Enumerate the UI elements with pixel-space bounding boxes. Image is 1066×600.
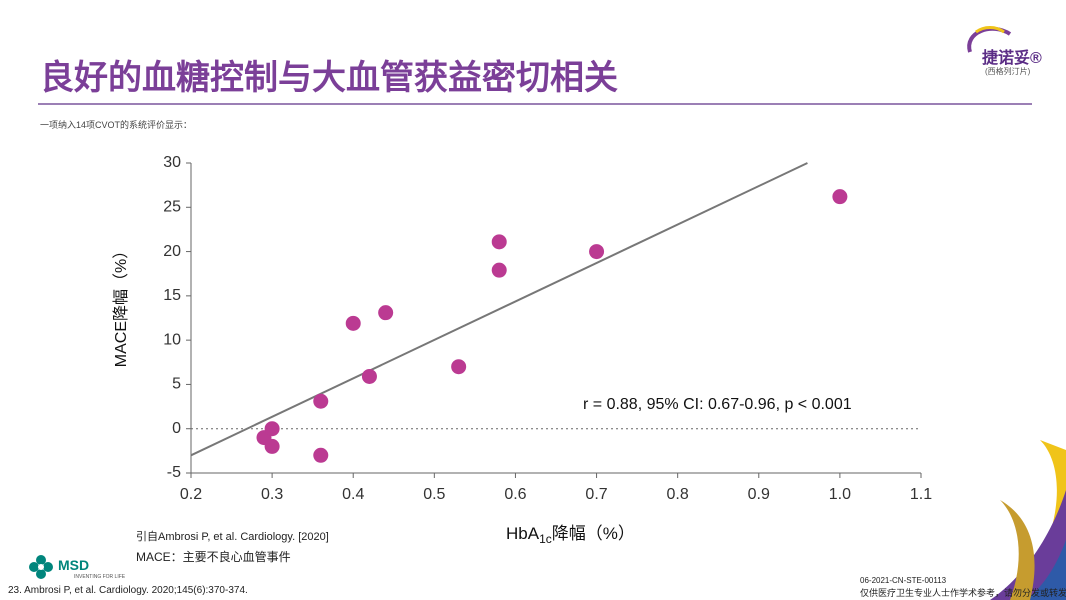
y-tick-label: 20 xyxy=(163,243,181,260)
x-tick-label: 1.0 xyxy=(829,486,851,503)
data-point xyxy=(491,262,507,278)
y-tick-label: 30 xyxy=(163,154,181,171)
source: 引自Ambrosi P, et al. Cardiology. [2020] xyxy=(136,531,329,543)
y-axis-label: MACE降幅（%） xyxy=(112,243,130,367)
y-tick-label: 15 xyxy=(163,287,181,304)
data-point xyxy=(313,393,329,409)
y-tick-label: 25 xyxy=(163,199,181,216)
data-point xyxy=(832,189,848,205)
x-label-sub: 1c xyxy=(539,532,552,546)
decoration xyxy=(990,440,1066,600)
reference: 23. Ambrosi P, et al. Cardiology. 2020;1… xyxy=(8,585,248,596)
x-tick-label: 0.9 xyxy=(748,486,770,503)
y-tick-label: 10 xyxy=(163,331,181,348)
msd-logo xyxy=(29,555,53,579)
data-point xyxy=(589,244,605,260)
tagline: INVENTING FOR LIFE xyxy=(74,574,126,580)
data-point xyxy=(491,234,507,250)
y-tick-label: 0 xyxy=(172,420,181,437)
annotation: r = 0.88, 95% CI: 0.67-0.96, p < 0.001 xyxy=(583,396,852,413)
brand: 捷诺妥® xyxy=(982,50,1042,67)
x-tick-label: 0.6 xyxy=(504,486,526,503)
doc-code: 06-2021-CN-STE-00113 xyxy=(860,576,947,585)
subtitle: 一项纳入14项CVOT的系统评价显示： xyxy=(40,120,193,130)
disclaimer: 仅供医疗卫生专业人士作学术参考，请勿分发或转发 xyxy=(860,588,1066,598)
data-point xyxy=(313,447,329,463)
data-point xyxy=(264,438,280,454)
y-tick-label: -5 xyxy=(167,464,181,481)
data-point xyxy=(378,305,394,321)
trend-line xyxy=(190,162,808,457)
x-label-main: HbA xyxy=(506,524,540,543)
x-tick-label: 0.2 xyxy=(180,486,202,503)
data-point xyxy=(345,315,361,331)
title: 良好的血糖控制与大血管获益密切相关 xyxy=(40,59,618,97)
x-tick-label: 1.1 xyxy=(910,486,932,503)
company: MSD xyxy=(58,557,90,573)
x-axis-label: HbA1c降幅（%） xyxy=(506,524,635,546)
data-point xyxy=(451,359,467,375)
y-tick-label: 5 xyxy=(172,376,181,393)
abbrev-note: MACE：主要不良心血管事件 xyxy=(136,550,291,564)
divider xyxy=(38,103,1032,105)
data-point xyxy=(264,421,280,437)
x-tick-label: 0.7 xyxy=(585,486,607,503)
x-tick-label: 0.4 xyxy=(342,486,364,503)
brand-swoosh xyxy=(967,26,1012,53)
x-tick-label: 0.3 xyxy=(261,486,283,503)
x-tick-label: 0.8 xyxy=(667,486,689,503)
x-label-suffix: 降幅（%） xyxy=(552,524,635,543)
x-tick-label: 0.5 xyxy=(423,486,445,503)
brand-sub: (西格列汀片) xyxy=(985,67,1031,76)
data-point xyxy=(361,368,377,384)
